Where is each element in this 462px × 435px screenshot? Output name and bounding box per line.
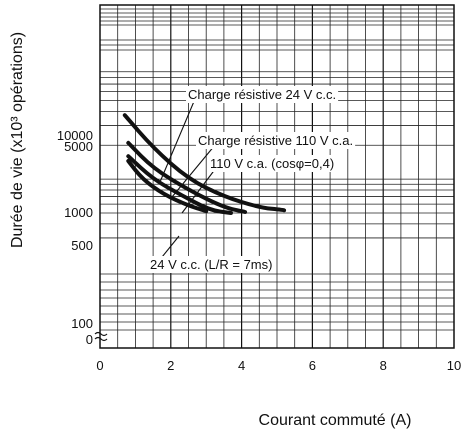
annotation-bg — [208, 155, 337, 172]
x-axis-label: Courant commuté (A) — [259, 412, 412, 429]
series-annotation-1: Charge résistive 24 V c.c. — [188, 87, 336, 102]
series-line-3 — [126, 154, 234, 215]
y-tick-label: 0 — [86, 332, 93, 347]
annotation-bg — [186, 86, 339, 103]
plot-frame — [99, 4, 455, 349]
x-tick-labels: 0 2 4 6 8 10 — [96, 358, 461, 373]
y-axis-label: Durée de vie (x10³ opérations) — [9, 32, 26, 248]
x-tick-label: 10 — [447, 358, 461, 373]
y-tick-label: 500 — [71, 238, 93, 253]
y-tick-label: 100 — [71, 316, 93, 331]
series-line-2 — [126, 140, 248, 214]
y-tick-label: 10000 — [57, 128, 93, 143]
annotation-bg — [148, 256, 275, 273]
y-tick-label: 1000 — [64, 205, 93, 220]
series-annotation-3: 110 V c.a. (cosφ=0,4) — [210, 156, 334, 171]
series-annotation-2: Charge résistive 110 V c.a. — [198, 133, 353, 148]
y-tick-label: 5000 — [64, 139, 93, 154]
series-line-1 — [122, 113, 287, 213]
annotation-bg — [196, 132, 356, 149]
x-tick-label: 0 — [96, 358, 103, 373]
series-line-4 — [126, 159, 209, 214]
series-group — [122, 113, 287, 215]
annotations: Charge résistive 24 V c.c. Charge résisti… — [148, 86, 356, 273]
grid — [100, 5, 454, 348]
x-tick-label: 8 — [380, 358, 387, 373]
annotation-leaders — [157, 98, 217, 263]
x-tick-label: 2 — [167, 358, 174, 373]
x-tick-label: 6 — [309, 358, 316, 373]
annotation-leader-3 — [181, 167, 217, 214]
series-annotation-4: 24 V c.c. (L/R = 7ms) — [150, 257, 272, 272]
axis-break-mark — [94, 331, 108, 342]
x-tick-label: 4 — [238, 358, 245, 373]
annotation-leader-2 — [171, 144, 216, 198]
annotation-leader-1 — [159, 98, 196, 183]
